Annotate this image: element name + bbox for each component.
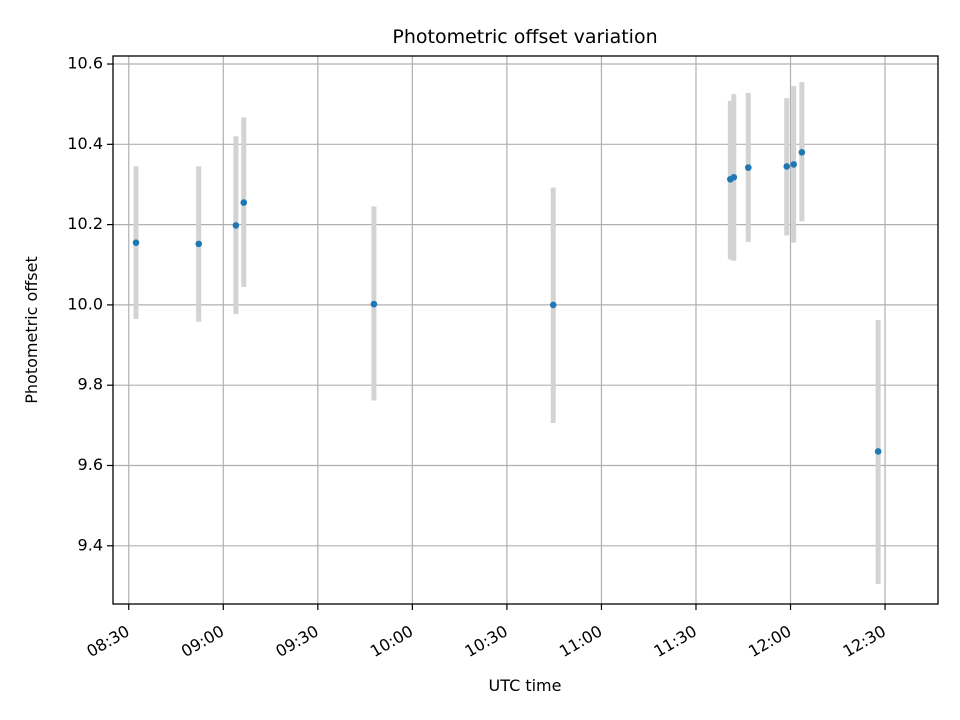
x-axis-title: UTC time	[489, 676, 562, 695]
data-point	[730, 173, 738, 181]
data-point	[790, 161, 797, 168]
y-tick-label: 9.6	[78, 455, 103, 474]
data-point	[874, 448, 882, 455]
data-points	[132, 149, 882, 455]
data-point	[370, 300, 378, 308]
data-point	[549, 301, 557, 309]
data-point	[195, 240, 203, 248]
y-tick-label: 9.8	[78, 375, 103, 394]
data-point	[783, 163, 791, 170]
data-point	[132, 239, 140, 246]
y-tick-label: 10.0	[67, 294, 103, 313]
data-point	[798, 149, 806, 156]
data-point	[744, 164, 752, 171]
data-point	[240, 199, 248, 206]
chart-title: Photometric offset variation	[392, 26, 657, 48]
grid-lines	[113, 56, 938, 604]
y-tick-label: 10.6	[67, 54, 103, 73]
y-tick-label: 10.4	[67, 134, 103, 153]
plot-frame	[112, 55, 939, 605]
data-point	[232, 222, 240, 229]
y-tick-label: 10.2	[67, 214, 103, 233]
y-axis-title: Photometric offset	[22, 256, 41, 404]
y-tick-label: 9.4	[78, 535, 103, 554]
